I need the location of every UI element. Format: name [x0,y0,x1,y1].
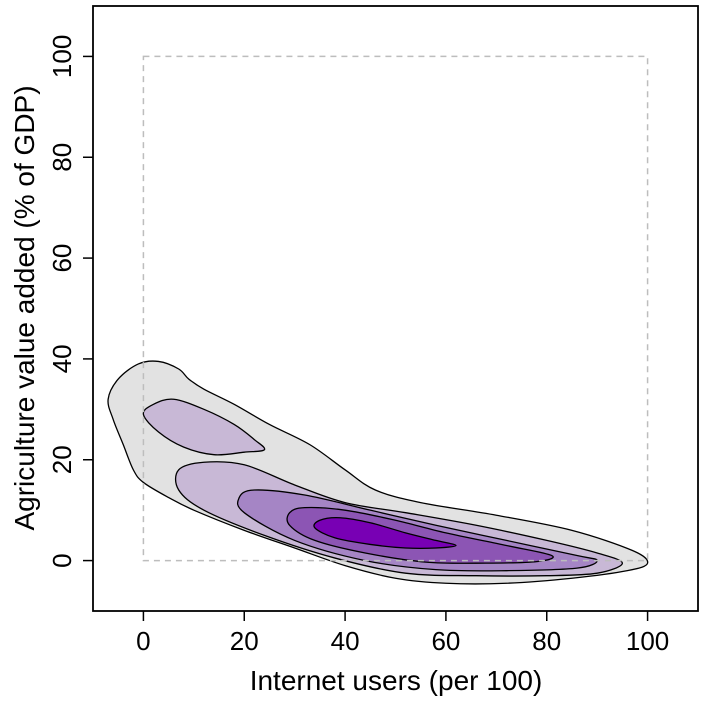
y-tick-label: 40 [47,344,77,373]
reference-box [142,55,649,562]
x-tick-label: 80 [532,626,561,656]
y-tick-label: 0 [47,553,77,567]
x-axis: 0 20 40 60 80 100 [136,611,669,656]
y-tick-label: 80 [47,143,77,172]
x-tick-label: 20 [230,626,259,656]
x-tick-label: 100 [626,626,669,656]
y-axis-title: Agriculture value added (% of GDP) [9,85,40,530]
x-tick-label: 0 [136,626,150,656]
y-tick-label: 100 [47,35,77,78]
x-tick-label: 60 [431,626,460,656]
y-axis: 0 20 40 60 80 100 [47,35,93,568]
x-tick-label: 40 [331,626,360,656]
density-contours [107,360,649,585]
x-axis-title: Internet users (per 100) [250,665,543,696]
contour-level-5-region-1 [313,516,457,550]
y-tick-label: 60 [47,244,77,273]
contour-level-2-region-1 [142,398,266,456]
contour-level-1-region-1 [107,360,649,585]
plot-frame [92,5,699,612]
y-tick-label: 20 [47,445,77,474]
